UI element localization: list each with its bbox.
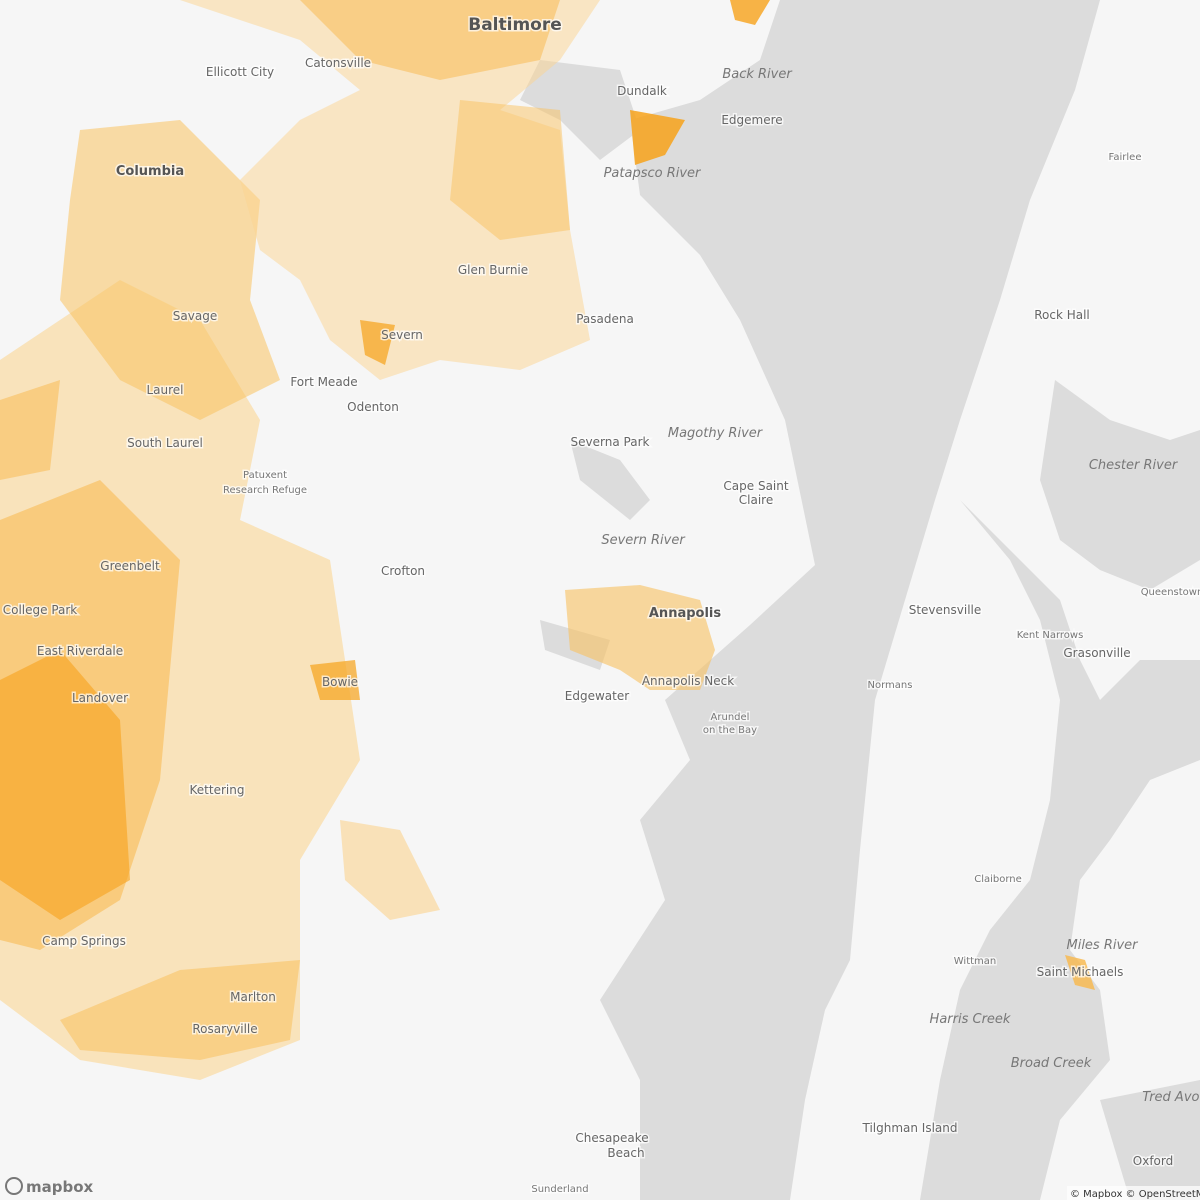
place-label: Tilghman Island xyxy=(861,1121,957,1135)
place-label: Beach xyxy=(607,1146,644,1160)
water-label: Miles River xyxy=(1066,938,1139,953)
place-label: Annapolis xyxy=(649,606,721,621)
attribution-bg xyxy=(1067,1186,1200,1200)
water-labels: Back River Patapsco River Magothy River … xyxy=(601,67,1200,1105)
logo[interactable]: mapbox xyxy=(5,1177,94,1196)
place-label: Severna Park xyxy=(571,435,650,449)
place-label: Rosaryville xyxy=(192,1022,257,1036)
place-labels: Baltimore Ellicott City Catonsville Dund… xyxy=(1,14,1200,1197)
place-label: Wittman xyxy=(954,956,997,967)
water-label: Back River xyxy=(722,67,793,82)
place-label: Marlton xyxy=(230,990,276,1004)
place-label: Stevensville xyxy=(909,603,982,617)
place-label: Glen Burnie xyxy=(458,263,528,277)
place-label: Kent Narrows xyxy=(1017,630,1084,641)
water-label: Severn River xyxy=(601,533,686,548)
choropleth-areas xyxy=(0,0,1095,1080)
place-label: Edgewater xyxy=(565,689,629,703)
place-label: Normans xyxy=(868,680,913,691)
place-label: East Riverdale xyxy=(37,644,123,658)
place-label: Sunderland xyxy=(531,1184,588,1195)
logo-icon xyxy=(5,1177,23,1195)
place-label: Landover xyxy=(72,691,128,705)
place-label: Camp Springs xyxy=(42,934,126,948)
place-label: Baltimore xyxy=(468,15,562,35)
logo-text[interactable]: mapbox xyxy=(26,1178,94,1196)
place-label: Grasonville xyxy=(1063,646,1130,660)
place-label: Fairlee xyxy=(1109,152,1142,163)
water-label: Magothy River xyxy=(668,426,764,441)
place-label: Patuxent xyxy=(243,470,287,481)
water-label: Chester River xyxy=(1089,458,1179,473)
place-label: on the Bay xyxy=(703,725,757,736)
place-label: Bowie xyxy=(322,675,358,689)
place-label: College Park xyxy=(3,603,78,617)
place-label: Ellicott City xyxy=(206,65,274,79)
place-label: Oxford xyxy=(1133,1154,1173,1168)
place-label: Odenton xyxy=(347,400,399,414)
place-label: Chesapeake xyxy=(575,1131,648,1145)
water-label: Tred Avon xyxy=(1142,1090,1200,1105)
place-label: Catonsville xyxy=(305,56,371,70)
place-label: Claiborne xyxy=(974,874,1022,885)
place-label: Dundalk xyxy=(617,84,667,98)
place-label: Arundel xyxy=(711,712,750,723)
place-label: Severn xyxy=(381,328,423,342)
place-label: Claire xyxy=(739,493,773,507)
place-label: Fort Meade xyxy=(290,375,357,389)
place-label: Rock Hall xyxy=(1034,308,1090,322)
place-label: Queenstown xyxy=(1141,587,1200,598)
place-label: Kettering xyxy=(190,783,245,797)
place-label: Saint Michaels xyxy=(1037,965,1124,979)
water-label: Patapsco River xyxy=(604,166,702,181)
place-label: Pasadena xyxy=(576,312,634,326)
place-label: Cape Saint xyxy=(723,479,788,493)
place-label: Edgemere xyxy=(721,113,782,127)
place-label: South Laurel xyxy=(127,436,203,450)
place-label: Laurel xyxy=(146,383,183,397)
attribution[interactable]: © Mapbox © OpenStreetMap xyxy=(1070,1189,1200,1200)
place-label: Research Refuge xyxy=(223,485,307,496)
place-label: Crofton xyxy=(381,564,425,578)
place-label: Savage xyxy=(173,309,217,323)
place-label: Columbia xyxy=(116,164,184,179)
water-label: Harris Creek xyxy=(930,1012,1011,1027)
water-label: Broad Creek xyxy=(1011,1056,1092,1071)
place-label: Annapolis Neck xyxy=(642,674,734,688)
place-label: Greenbelt xyxy=(100,559,160,573)
